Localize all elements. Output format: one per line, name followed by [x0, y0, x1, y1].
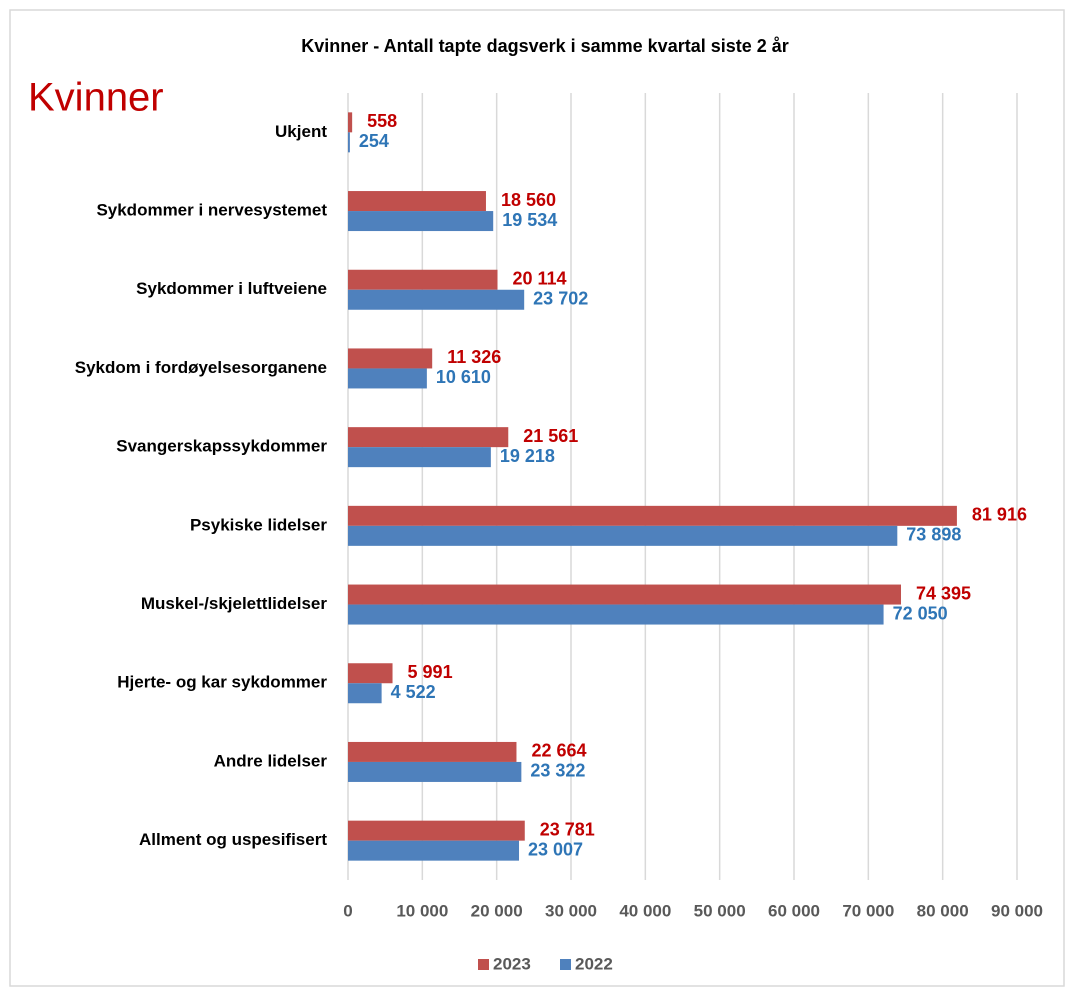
bar — [348, 427, 509, 448]
bar — [348, 604, 884, 625]
category-label: Sykdom i fordøyelsesorganene — [75, 358, 327, 377]
x-tick-label: 20 000 — [471, 901, 523, 920]
x-tick-label: 60 000 — [768, 901, 820, 920]
category-label: Allment og uspesifisert — [139, 830, 327, 849]
bar — [348, 112, 353, 133]
bar — [348, 663, 393, 684]
bar — [348, 683, 382, 704]
bar — [348, 820, 525, 841]
bar — [348, 211, 494, 232]
category-label: Andre lidelser — [214, 751, 328, 770]
value-label: 4 522 — [391, 682, 436, 702]
category-label: Hjerte- og kar sykdommer — [117, 673, 327, 692]
bar — [348, 761, 522, 782]
legend-swatch — [478, 959, 489, 970]
value-label: 20 114 — [513, 269, 567, 289]
legend-swatch — [560, 959, 571, 970]
bar — [348, 584, 902, 605]
x-tick-label: 10 000 — [396, 901, 448, 920]
x-tick-label: 90 000 — [991, 901, 1043, 920]
category-label: Psykiske lidelser — [190, 515, 327, 534]
legend-label: 2022 — [575, 954, 613, 973]
bar — [348, 289, 525, 310]
value-label: 11 326 — [447, 347, 501, 367]
bar — [348, 840, 520, 861]
x-tick-label: 0 — [343, 901, 352, 920]
value-label: 23 702 — [533, 289, 588, 309]
value-label: 10 610 — [436, 367, 491, 387]
value-label: 74 395 — [916, 583, 971, 603]
bar — [348, 132, 350, 153]
x-tick-label: 40 000 — [619, 901, 671, 920]
x-tick-label: 80 000 — [917, 901, 969, 920]
chart-title: Kvinner - Antall tapte dagsverk i samme … — [301, 36, 789, 56]
bar — [348, 348, 433, 369]
x-tick-label: 30 000 — [545, 901, 597, 920]
value-label: 23 781 — [540, 819, 595, 839]
category-label: Svangerskapssykdommer — [116, 437, 327, 456]
category-label: Muskel-/skjelettlidelser — [141, 594, 328, 613]
value-label: 81 916 — [972, 505, 1027, 525]
value-label: 72 050 — [893, 603, 948, 623]
category-label: Sykdommer i luftveiene — [136, 279, 327, 298]
value-label: 19 534 — [502, 210, 557, 230]
value-label: 22 664 — [531, 741, 586, 761]
category-label: Ukjent — [275, 122, 327, 141]
value-label: 254 — [359, 131, 389, 151]
bar — [348, 368, 427, 389]
value-label: 558 — [367, 111, 397, 131]
category-label: Sykdommer i nervesystemet — [96, 201, 327, 220]
bar — [348, 741, 517, 762]
x-tick-label: 50 000 — [694, 901, 746, 920]
value-label: 23 007 — [528, 839, 583, 859]
value-label: 18 560 — [501, 190, 556, 210]
value-label: 73 898 — [906, 525, 961, 545]
bar — [348, 191, 486, 212]
bar — [348, 505, 957, 526]
value-label: 5 991 — [408, 662, 453, 682]
bar — [348, 447, 491, 468]
legend-label: 2023 — [493, 954, 531, 973]
annotation: Kvinner — [28, 76, 164, 120]
chart-border — [9, 9, 1065, 987]
bar — [348, 525, 898, 546]
bar — [348, 269, 498, 290]
x-tick-label: 70 000 — [842, 901, 894, 920]
value-label: 19 218 — [500, 446, 555, 466]
value-label: 23 322 — [530, 761, 585, 781]
value-label: 21 561 — [523, 426, 578, 446]
